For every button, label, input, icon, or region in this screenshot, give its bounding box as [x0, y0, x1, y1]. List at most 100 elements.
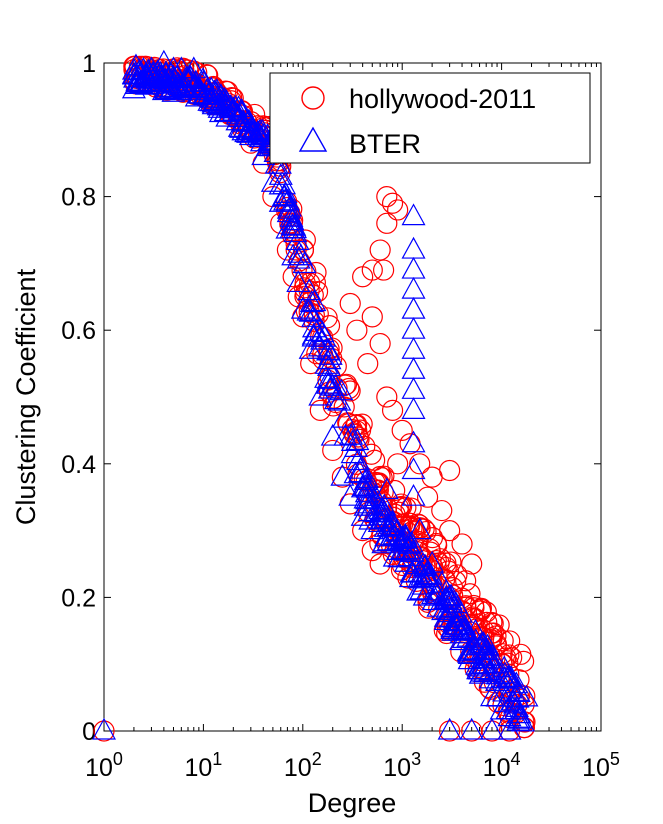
data-point-triangle [281, 243, 306, 266]
data-point-circle [439, 720, 461, 742]
data-point-circle [351, 413, 373, 435]
data-point-triangle [316, 371, 341, 394]
data-point-circle [282, 266, 304, 288]
data-point-triangle [176, 78, 201, 101]
data-point-triangle [187, 81, 212, 104]
data-point-triangle [338, 483, 363, 506]
data-point-triangle [431, 598, 456, 621]
y-tick-label: 0.8 [61, 184, 96, 212]
data-point-triangle [286, 270, 311, 293]
data-point-circle [347, 426, 369, 448]
data-point-triangle [477, 643, 502, 666]
data-point-triangle [280, 212, 305, 235]
legend-marker-triangle [298, 126, 328, 152]
data-point-circle [391, 419, 413, 441]
data-point-circle [451, 533, 473, 555]
data-point-triangle [372, 493, 397, 516]
data-point-triangle [439, 583, 464, 606]
data-point-triangle [467, 657, 492, 680]
data-point-circle [369, 332, 391, 355]
data-point-triangle [208, 83, 233, 106]
data-point-triangle [221, 96, 246, 119]
data-point-circle [322, 395, 344, 417]
data-point-circle [439, 459, 461, 482]
data-point-triangle [468, 661, 493, 684]
data-point-triangle [121, 62, 146, 85]
data-point-triangle [407, 517, 432, 540]
data-point-circle [360, 443, 382, 465]
data-point-triangle [327, 388, 352, 411]
legend-box [269, 72, 591, 164]
data-point-triangle [139, 56, 164, 79]
data-point-triangle [462, 633, 487, 656]
data-point-triangle [491, 679, 517, 702]
data-point-circle [346, 319, 368, 341]
x-tick-labels: 100 101 102 103 104 105 [85, 749, 620, 782]
y-tick-labels: 00.20.40.60.81 [61, 50, 96, 746]
data-point-triangle [479, 684, 504, 707]
data-point-triangle [230, 109, 255, 132]
data-point-triangle [388, 529, 413, 552]
data-point-triangle [407, 566, 432, 589]
data-point-triangle [308, 383, 333, 406]
data-point-triangle [169, 56, 194, 79]
data-point-triangle [479, 717, 504, 740]
data-point-triangle [282, 213, 307, 236]
data-point-circle [369, 239, 391, 261]
data-point-triangle [398, 565, 423, 588]
data-point-triangle [296, 298, 321, 321]
data-point-circle [357, 353, 379, 375]
data-point-triangle [320, 423, 345, 446]
data-point-triangle [277, 194, 302, 217]
data-point-triangle [394, 526, 419, 549]
data-point-triangle [401, 397, 426, 419]
data-point-triangle [370, 498, 395, 520]
data-point-triangle [399, 530, 424, 553]
data-point-triangle [415, 565, 440, 588]
y-tick-label: 0.4 [61, 451, 96, 479]
x-tick-label: 102 [284, 749, 322, 782]
legend: hollywood-2011 BTER [269, 72, 591, 164]
data-point-circle [439, 519, 461, 542]
data-point-triangle [299, 290, 324, 313]
data-point-triangle [330, 463, 355, 486]
data-point-triangle [218, 94, 243, 116]
data-point-triangle [437, 584, 462, 607]
y-tick-label: 1 [82, 50, 96, 78]
legend-label-hollywood-2011: hollywood-2011 [349, 84, 536, 114]
data-point-triangle [340, 429, 365, 451]
data-point-triangle [376, 514, 401, 537]
data-point-triangle [310, 327, 335, 350]
data-point-triangle [371, 531, 396, 554]
data-point-triangle [471, 631, 496, 654]
data-point-circle [339, 292, 361, 315]
data-point-triangle [260, 169, 285, 192]
data-point-triangle [316, 366, 341, 389]
data-point-triangle [409, 577, 434, 600]
data-point-triangle [390, 537, 415, 560]
data-point-triangle [473, 660, 498, 682]
data-point-triangle [184, 84, 209, 107]
data-point-triangle [450, 617, 475, 640]
data-point-triangle [374, 477, 399, 500]
data-point-triangle [91, 717, 117, 740]
data-point-triangle [429, 570, 454, 593]
data-point-circle [416, 486, 439, 508]
data-point-triangle [310, 320, 335, 343]
legend-label-bter: BTER [349, 129, 421, 159]
data-point-triangle [401, 430, 426, 453]
data-point-circle [352, 266, 374, 288]
data-point-circle [455, 570, 477, 592]
data-point-triangle [471, 646, 496, 668]
data-point-circle [376, 386, 398, 408]
data-point-circle [331, 466, 353, 488]
data-point-triangle [485, 669, 510, 691]
data-point-triangle [459, 637, 484, 660]
data-point-circle [387, 453, 409, 475]
data-point-triangle [368, 497, 393, 520]
data-point-circle [461, 553, 483, 575]
data-point-triangle [456, 640, 481, 663]
data-point-triangle [316, 354, 341, 376]
data-point-triangle [446, 613, 471, 636]
